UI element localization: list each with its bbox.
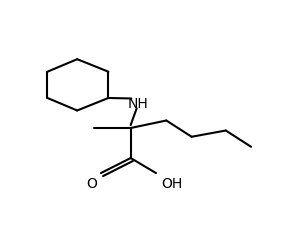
Text: O: O bbox=[87, 176, 98, 190]
Text: OH: OH bbox=[161, 176, 182, 190]
Text: NH: NH bbox=[127, 97, 148, 111]
